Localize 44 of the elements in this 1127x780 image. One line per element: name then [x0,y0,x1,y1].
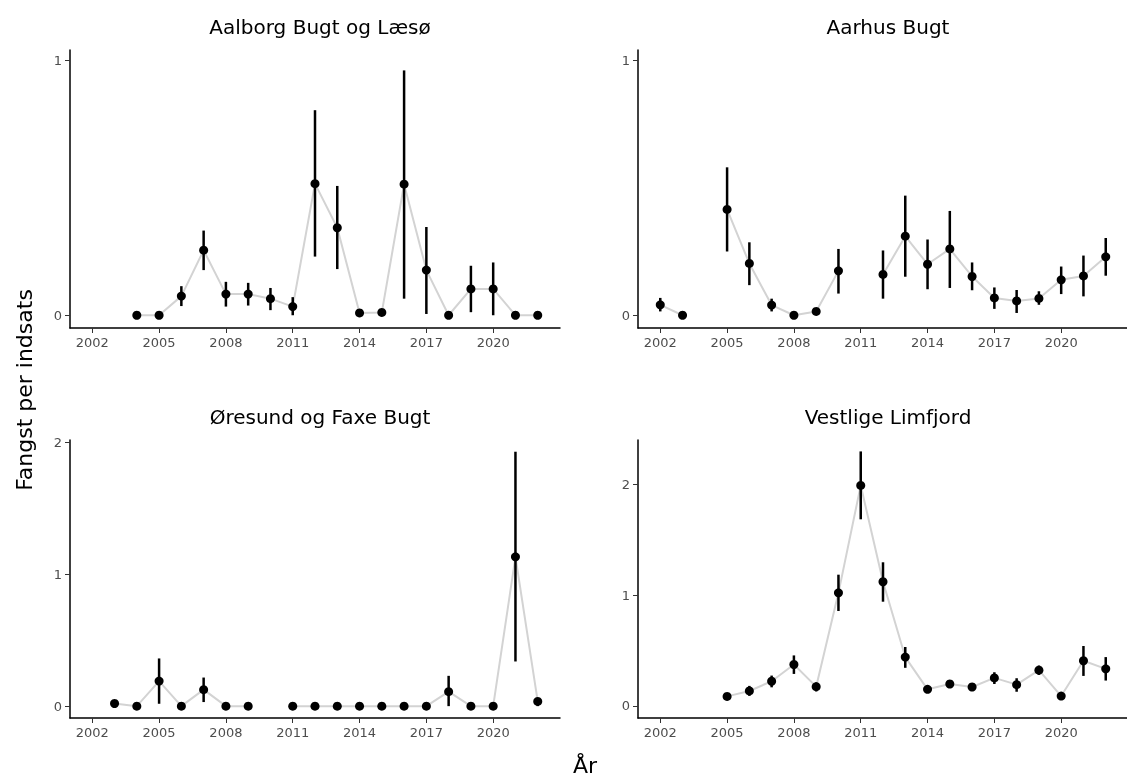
y-tick-label: 0 [53,307,62,323]
x-tick-label: 2002 [643,335,677,350]
x-tick-label: 2011 [844,725,878,740]
x-tick-label: 2011 [276,335,310,350]
y-axis-title: Fangst per indsats [11,289,37,491]
x-tick-label: 2020 [476,725,510,740]
x-tick-label: 2017 [409,335,443,350]
x-tick-label: 2020 [1044,335,1078,350]
x-tick-label: 2002 [75,725,109,740]
chart-title: Aarhus Bugt [826,15,950,39]
chart-title: Vestlige Limfjord [804,405,972,429]
x-axis-title: År [572,752,598,778]
x-tick-label: 2020 [476,335,510,350]
x-tick-label: 2017 [409,725,443,740]
x-tick-label: 2011 [276,725,310,740]
x-tick-label: 2011 [844,335,878,350]
y-tick-label: 1 [621,52,630,68]
y-tick-label: 1 [53,52,62,68]
x-tick-label: 2002 [75,335,109,350]
chart-title: Øresund og Faxe Bugt [209,405,431,429]
x-tick-label: 2014 [911,725,945,740]
x-tick-label: 2014 [343,335,377,350]
x-tick-label: 2008 [209,725,243,740]
x-tick-label: 2002 [643,725,677,740]
y-tick-label: 1 [621,587,630,603]
x-tick-label: 2005 [142,335,176,350]
y-tick-label: 2 [53,435,62,451]
y-tick-label: 1 [53,566,62,582]
x-tick-label: 2014 [911,335,945,350]
x-tick-label: 2005 [142,725,176,740]
x-tick-label: 2005 [710,335,744,350]
x-tick-label: 2005 [710,725,744,740]
x-tick-label: 2020 [1044,725,1078,740]
y-tick-label: 0 [53,698,62,714]
x-tick-label: 2008 [209,335,243,350]
y-tick-label: 0 [621,698,630,714]
x-tick-label: 2008 [777,725,811,740]
x-tick-label: 2008 [777,335,811,350]
y-tick-label: 0 [621,307,630,323]
chart-title: Aalborg Bugt og Læsø [209,15,431,39]
x-tick-label: 2017 [977,335,1011,350]
y-tick-label: 2 [621,476,630,492]
x-tick-label: 2014 [343,725,377,740]
x-tick-label: 2017 [977,725,1011,740]
